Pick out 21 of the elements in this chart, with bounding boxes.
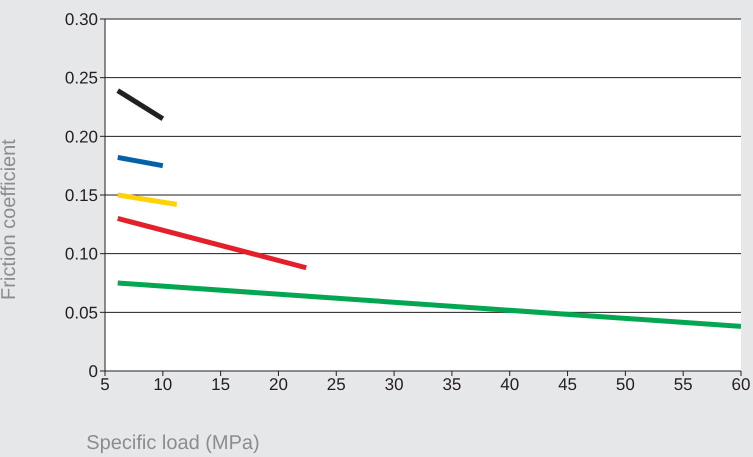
x-tick-label: 5	[100, 375, 110, 394]
x-tick-label: 25	[326, 375, 346, 394]
x-tick-label: 50	[616, 375, 635, 394]
y-tick-label: 0.20	[64, 127, 98, 146]
x-tick-label: 30	[384, 375, 404, 394]
x-tick-label: 15	[211, 375, 230, 394]
x-tick-label: 20	[268, 375, 288, 394]
y-tick-label: 0.10	[64, 244, 98, 264]
x-tick-label: 10	[153, 375, 172, 394]
y-tick-label: 0.15	[64, 186, 98, 206]
x-axis-title: Specific load (MPa)	[86, 432, 260, 454]
x-tick-label: 55	[674, 375, 693, 394]
x-tick-label: 60	[732, 375, 750, 394]
y-tick-label: 0.05	[64, 303, 98, 322]
x-tick-label: 45	[558, 375, 578, 394]
x-tick-label: 40	[500, 375, 520, 394]
y-tick-label: 0.30	[64, 10, 98, 30]
y-tick-label: 0	[88, 362, 98, 382]
y-tick-label: 0.25	[64, 68, 98, 88]
y-axis-title: Friction coefficient	[0, 138, 20, 300]
x-tick-label: 35	[442, 375, 462, 394]
